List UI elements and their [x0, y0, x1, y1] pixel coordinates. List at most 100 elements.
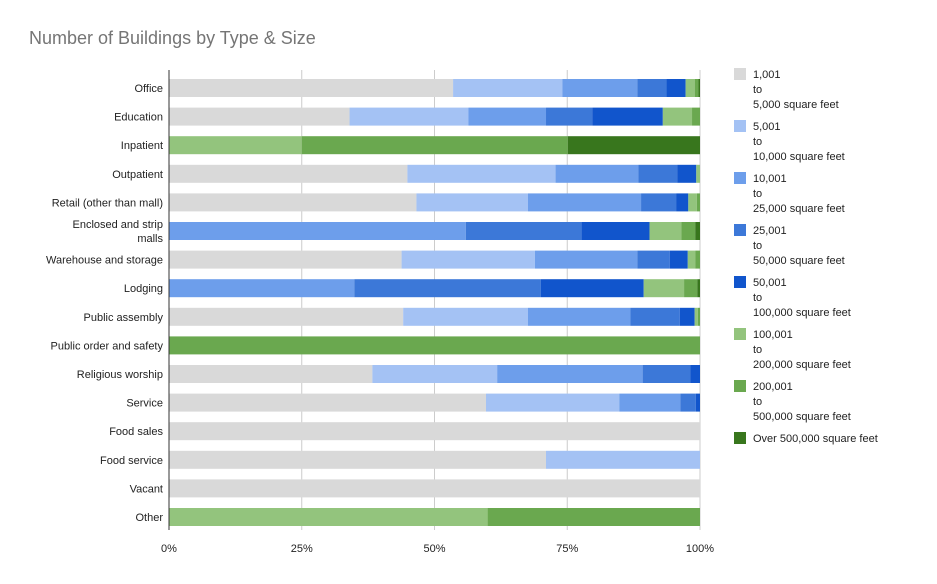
category-label: Enclosed and strip [73, 219, 164, 231]
bar-segment-office-s0 [169, 79, 454, 97]
legend-swatch-4 [734, 276, 746, 288]
bar-segment-office-s4 [666, 79, 686, 97]
category-label: malls [137, 233, 163, 245]
bar-segment-religious-worship-s3 [642, 365, 691, 383]
category-label: Education [114, 112, 163, 124]
bar-segment-lodging-s4 [540, 279, 644, 298]
bar-segment-enclosed-and-strip-malls-s4 [581, 222, 650, 240]
bar-segment-office-s5 [685, 79, 695, 97]
bar-segment-retail-other-than-mall-s6 [696, 193, 700, 212]
bar-segment-vacant-s0 [169, 479, 700, 498]
legend-label: 100,001 [753, 329, 793, 341]
category-label: Outpatient [112, 169, 163, 181]
bar-segment-public-assembly-s5 [694, 307, 698, 326]
bar-segment-enclosed-and-strip-malls-s7 [695, 222, 700, 240]
bar-segment-service-s0 [169, 393, 487, 412]
bar-segment-religious-worship-s4 [690, 365, 700, 383]
category-label: Food sales [109, 426, 163, 438]
legend-label: 10,001 [753, 173, 787, 185]
legend-label: to [753, 136, 762, 148]
bar-segment-food-sales-s0 [169, 422, 700, 441]
bar-segment-food-service-s0 [169, 450, 547, 469]
bar-segment-public-assembly-s1 [403, 307, 528, 326]
bar-segment-enclosed-and-strip-malls-s5 [649, 222, 682, 240]
bar-segment-education-s6 [692, 107, 700, 126]
bar-segment-service-s4 [695, 393, 700, 412]
legend-swatch-7 [734, 432, 746, 444]
bar-segment-office-s1 [453, 79, 563, 97]
bar-segment-outpatient-s5 [696, 164, 700, 183]
chart-title: Number of Buildings by Type & Size [29, 28, 316, 48]
bar-segment-retail-other-than-mall-s4 [676, 193, 689, 212]
legend-label: to [753, 292, 762, 304]
legend-label: Over 500,000 square feet [753, 433, 878, 445]
bar-segment-public-assembly-s3 [630, 307, 680, 326]
legend-label: 1,001 [753, 69, 781, 81]
category-labels: Office Education Inpatient Outpatient Retail… [46, 83, 163, 524]
bar-segment-retail-other-than-mall-s0 [169, 193, 417, 212]
legend-label: 500,000 square feet [753, 411, 851, 423]
bar-segment-retail-other-than-mall-s5 [688, 193, 697, 212]
bar-segment-warehouse-and-storage-s3 [637, 250, 670, 269]
legend: 1,001 to 5,000 square feet 5,001 to 10,000 sq… [734, 68, 878, 445]
category-label: Office [134, 83, 163, 95]
bar-segment-education-s4 [592, 107, 663, 126]
bar-segment-warehouse-and-storage-s4 [669, 250, 688, 269]
legend-label: to [753, 344, 762, 356]
legend-label: 100,000 square feet [753, 307, 851, 319]
bar-segment-outpatient-s3 [638, 164, 678, 183]
bar-segment-education-s3 [546, 107, 593, 126]
legend-swatch-1 [734, 120, 746, 132]
bar-segment-outpatient-s2 [555, 164, 639, 183]
legend-label: to [753, 84, 762, 96]
legend-swatch-6 [734, 380, 746, 392]
x-tick-label: 75% [556, 543, 578, 555]
bar-segment-enclosed-and-strip-malls-s3 [465, 222, 582, 240]
bar-segment-lodging-s7 [697, 279, 700, 298]
legend-label: 25,001 [753, 225, 787, 237]
bar-segment-public-assembly-s4 [679, 307, 695, 326]
bar-segment-warehouse-and-storage-s2 [534, 250, 638, 269]
legend-swatch-5 [734, 328, 746, 340]
bar-segment-public-order-and-safety-s6 [169, 336, 700, 355]
bar-segment-other-s5 [169, 508, 488, 526]
bar-segment-retail-other-than-mall-s3 [641, 193, 677, 212]
bar-segment-religious-worship-s1 [372, 365, 498, 383]
legend-label: to [753, 240, 762, 252]
bar-segment-office-s7 [698, 79, 700, 97]
bar-segment-inpatient-s7 [567, 136, 700, 155]
bar-segment-inpatient-s5 [169, 136, 302, 155]
bar-segment-education-s1 [349, 107, 469, 126]
bar-segment-religious-worship-s2 [497, 365, 643, 383]
x-tick-label: 0% [161, 543, 177, 555]
legend-label: 200,001 [753, 381, 793, 393]
x-tick-label: 25% [291, 543, 313, 555]
bar-segment-lodging-s3 [354, 279, 541, 298]
category-label: Religious worship [77, 369, 163, 381]
bar-segment-religious-worship-s0 [169, 365, 373, 383]
bar-segment-enclosed-and-strip-malls-s6 [681, 222, 696, 240]
bar-segment-office-s2 [562, 79, 638, 97]
category-label: Inpatient [121, 140, 163, 152]
bar-segment-food-service-s1 [546, 450, 700, 469]
legend-label: 50,000 square feet [753, 255, 845, 267]
legend-label: 10,000 square feet [753, 151, 845, 163]
bar-segment-service-s1 [486, 393, 620, 412]
legend-label: to [753, 396, 762, 408]
bar-segment-retail-other-than-mall-s2 [527, 193, 642, 212]
bar-segment-office-s3 [637, 79, 667, 97]
bar-segment-lodging-s2 [169, 279, 355, 298]
bar-segment-service-s2 [619, 393, 681, 412]
category-label: Lodging [124, 283, 163, 295]
x-tick-label: 100% [686, 543, 714, 555]
bar-segment-education-s0 [169, 107, 350, 126]
category-label: Food service [100, 455, 163, 467]
bar-segment-warehouse-and-storage-s5 [687, 250, 696, 269]
bar-segment-retail-other-than-mall-s1 [416, 193, 528, 212]
category-label: Public assembly [84, 312, 164, 324]
bar-segment-office-s6 [694, 79, 699, 97]
legend-label: 5,001 [753, 121, 781, 133]
x-tick-labels: 0% 25% 50% 75% 100% [161, 543, 714, 555]
bar-segment-other-s6 [487, 508, 700, 526]
